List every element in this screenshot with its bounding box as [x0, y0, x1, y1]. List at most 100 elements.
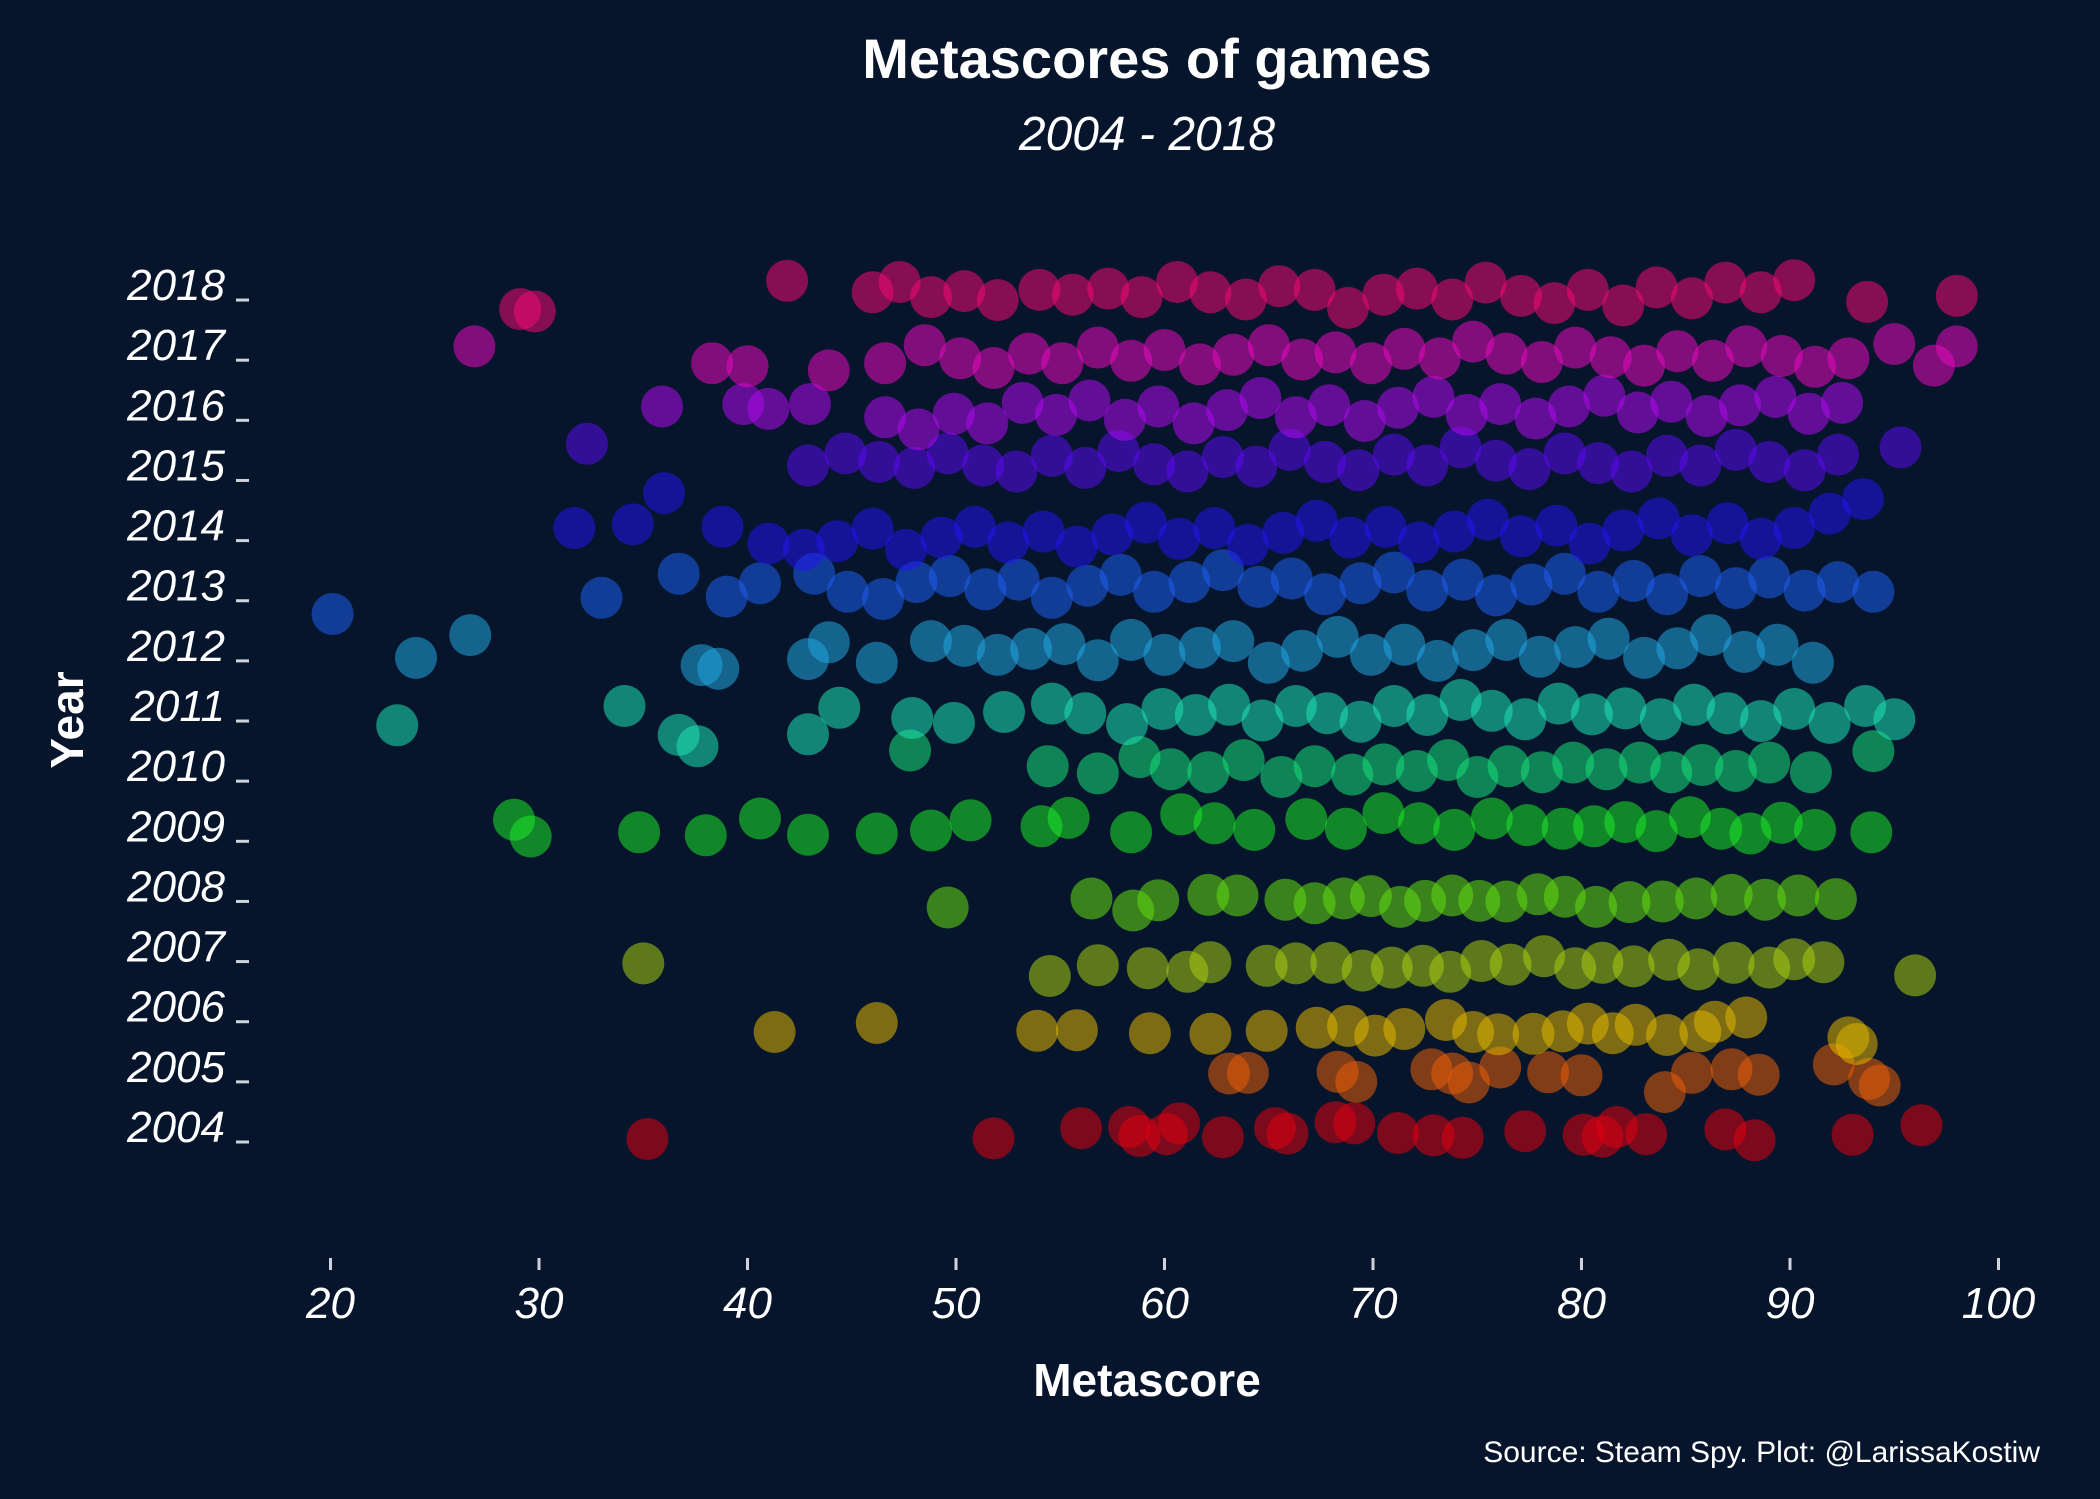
point-2004	[1202, 1116, 1244, 1158]
point-2009	[950, 799, 992, 841]
x-tick-label: 50	[932, 1279, 981, 1328]
point-2006	[1129, 1012, 1171, 1054]
point-2009	[1398, 802, 1440, 844]
point-2012	[449, 614, 491, 656]
point-2013	[1852, 571, 1894, 613]
point-2014	[1500, 515, 1542, 557]
point-2014	[1158, 518, 1200, 560]
point-2011	[604, 685, 646, 727]
point-2016	[1377, 387, 1419, 429]
x-tick-label: 40	[723, 1279, 772, 1328]
x-tick-label: 60	[1140, 1279, 1189, 1328]
point-2012	[1588, 618, 1630, 660]
point-2004	[1267, 1113, 1309, 1155]
point-2016	[1548, 386, 1590, 428]
point-2018	[1846, 281, 1888, 323]
point-2016	[966, 402, 1008, 444]
point-2012	[1212, 620, 1254, 662]
point-2017	[727, 345, 769, 387]
chart-caption: Source: Steam Spy. Plot: @LarissaKostiw	[1483, 1436, 2040, 1469]
point-2006	[1016, 1010, 1058, 1052]
point-2013	[1577, 571, 1619, 613]
point-2004	[626, 1118, 668, 1160]
y-tick-label: 2018	[126, 261, 225, 310]
point-2018	[1636, 266, 1678, 308]
point-2017	[1383, 328, 1425, 370]
point-2016	[1239, 377, 1281, 419]
point-2017	[864, 342, 906, 384]
point-2004	[1333, 1102, 1375, 1144]
point-2009	[1794, 809, 1836, 851]
point-2006	[1056, 1009, 1098, 1051]
point-2009	[1506, 804, 1548, 846]
point-2005	[1227, 1052, 1269, 1094]
point-2013	[658, 553, 700, 595]
point-2006	[1246, 1010, 1288, 1052]
point-2004	[1504, 1110, 1546, 1152]
point-2007	[1894, 954, 1936, 996]
point-2010	[1223, 739, 1265, 781]
point-2014	[612, 503, 654, 545]
point-2018	[1936, 275, 1978, 317]
x-axis-label: Metascore	[1033, 1354, 1261, 1406]
point-2006	[1836, 1023, 1878, 1065]
point-2007	[1077, 944, 1119, 986]
point-2009	[1285, 798, 1327, 840]
point-2008	[1777, 875, 1819, 917]
point-2018	[1704, 262, 1746, 304]
y-tick-label: 2008	[126, 862, 225, 911]
point-2017	[1315, 331, 1357, 373]
point-2015	[1748, 441, 1790, 483]
point-2009	[1110, 811, 1152, 853]
point-2008	[1137, 879, 1179, 921]
point-2004	[1158, 1102, 1200, 1144]
point-2011	[677, 725, 719, 767]
point-2012	[856, 642, 898, 684]
point-2006	[856, 1002, 898, 1044]
point-2013	[1133, 571, 1175, 613]
point-2012	[697, 648, 739, 690]
point-2008	[1217, 875, 1259, 917]
point-2004	[973, 1117, 1015, 1159]
point-2017	[808, 349, 850, 391]
point-2005	[1859, 1065, 1901, 1107]
y-tick-label: 2016	[126, 381, 225, 430]
point-2008	[1815, 878, 1857, 920]
point-2008	[927, 887, 969, 929]
point-2009	[739, 798, 781, 840]
y-tick-label: 2007	[126, 923, 226, 972]
point-2009	[1048, 797, 1090, 839]
point-2009	[787, 814, 829, 856]
point-2017	[1936, 325, 1978, 367]
point-2016	[1821, 382, 1863, 424]
point-2010	[1027, 745, 1069, 787]
point-2013	[581, 577, 623, 619]
point-2013	[1304, 573, 1346, 615]
point-2018	[1052, 274, 1094, 316]
point-2009	[510, 816, 552, 858]
y-tick-label: 2011	[129, 682, 225, 731]
point-2010	[1790, 751, 1832, 793]
point-2014	[1842, 478, 1884, 520]
point-2013	[827, 571, 869, 613]
point-2011	[1064, 692, 1106, 734]
point-2017	[1827, 337, 1869, 379]
point-2013	[1475, 574, 1517, 616]
point-2013	[1817, 561, 1859, 603]
point-2018	[1189, 271, 1231, 313]
point-2010	[1077, 752, 1119, 794]
point-2012	[1519, 636, 1561, 678]
point-2017	[1873, 323, 1915, 365]
point-2007	[1802, 941, 1844, 983]
point-2008	[1071, 878, 1113, 920]
point-2008	[1675, 878, 1717, 920]
point-2009	[1433, 809, 1475, 851]
point-2004	[1734, 1119, 1776, 1161]
point-2006	[1725, 997, 1767, 1039]
x-tick-label: 100	[1962, 1279, 2036, 1328]
x-tick-label: 30	[515, 1279, 564, 1328]
point-2014	[987, 521, 1029, 563]
point-2018	[1396, 268, 1438, 310]
point-2011	[891, 697, 933, 739]
